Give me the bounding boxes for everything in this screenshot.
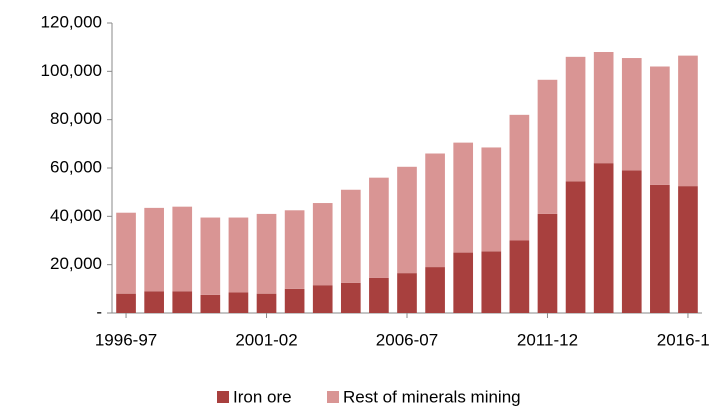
bar-segment xyxy=(200,217,221,295)
y-tick-label: 40,000 xyxy=(50,206,102,225)
bar-segment xyxy=(650,66,670,185)
bar-segment xyxy=(593,52,614,164)
bar-segment xyxy=(537,213,558,313)
y-tick-label: 60,000 xyxy=(50,157,102,176)
bar-segment xyxy=(537,79,558,214)
bar-segment xyxy=(172,291,193,313)
legend-swatch xyxy=(327,391,339,403)
bar-segment xyxy=(509,114,530,241)
bar-segment xyxy=(369,177,389,278)
bar-segment xyxy=(593,163,614,313)
bar-segment xyxy=(312,285,333,313)
y-tick-label: 100,000 xyxy=(41,61,102,80)
y-tick-label: - xyxy=(96,302,102,321)
bar-segment xyxy=(144,207,164,292)
x-tick-label: 2001-02 xyxy=(235,330,297,349)
bar-segment xyxy=(621,58,642,171)
y-tick-label: 120,000 xyxy=(41,12,102,31)
bar-segment xyxy=(228,217,249,293)
bar-segment xyxy=(453,142,474,253)
x-tick-label: 2006-07 xyxy=(376,330,438,349)
bar-segment xyxy=(116,212,136,294)
bar-segment xyxy=(397,166,417,274)
bar-segment xyxy=(621,170,642,313)
legend-label: Iron ore xyxy=(233,387,292,406)
y-tick-label: 20,000 xyxy=(50,254,102,273)
bar-segment xyxy=(116,293,136,313)
bar-segment xyxy=(284,210,305,289)
bar-segment xyxy=(340,189,361,283)
bar-segment xyxy=(312,203,333,286)
bar-segment xyxy=(397,273,417,313)
bar-segment xyxy=(340,282,361,313)
x-tick-label: 1996-97 xyxy=(95,330,157,349)
legend-swatch xyxy=(217,391,229,403)
bar-segment xyxy=(565,181,586,313)
legend-label: Rest of minerals mining xyxy=(343,387,521,406)
x-tick-label: 2016-17 xyxy=(657,330,709,349)
bar-segment xyxy=(256,293,277,313)
x-tick-label: 2011-12 xyxy=(517,330,578,349)
bar-segment xyxy=(256,213,277,294)
bar-segment xyxy=(678,186,698,313)
bar-segment xyxy=(481,251,502,313)
bar-segment xyxy=(481,147,502,252)
bar-segment xyxy=(369,277,389,313)
bar-segment xyxy=(144,291,164,313)
bar-segment xyxy=(678,55,698,187)
bar-segment xyxy=(565,56,586,182)
bar-segment xyxy=(509,240,530,313)
bar-segment xyxy=(425,267,445,313)
bar-segment xyxy=(650,184,670,313)
bar-segment xyxy=(425,153,445,268)
bar-segment xyxy=(200,294,221,313)
bar-segment xyxy=(284,288,305,313)
y-tick-label: 80,000 xyxy=(50,109,102,128)
bar-segment xyxy=(228,292,249,313)
bar-segment xyxy=(453,252,474,313)
bar-segment xyxy=(172,206,193,292)
